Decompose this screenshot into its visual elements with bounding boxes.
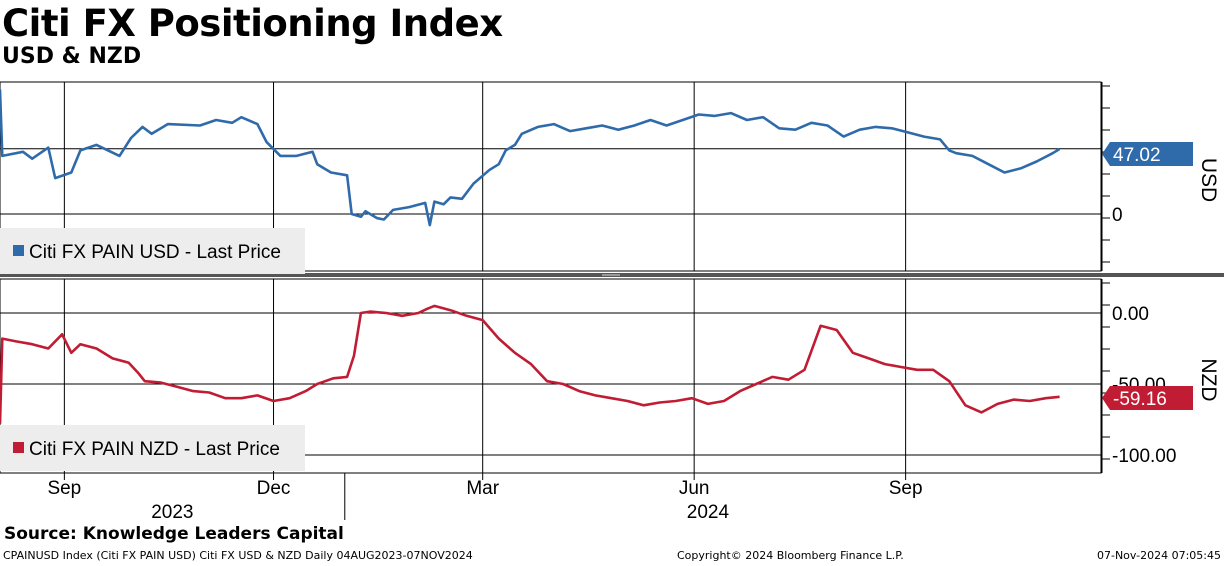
usd-axis-label: USD: [1197, 158, 1220, 202]
nzd-axis-label: NZD: [1197, 358, 1220, 401]
nzd-series-line: [0, 304, 1060, 424]
x-tick-label: Mar: [466, 478, 499, 499]
nzd-legend-label: Citi FX PAIN NZD - Last Price: [29, 439, 280, 460]
usd-last-value-box: [1102, 142, 1193, 166]
source-note: Source: Knowledge Leaders Capital: [4, 524, 344, 544]
panel-splitter-handle: [602, 274, 620, 276]
nzd-legend-box: [0, 425, 305, 471]
footer-timestamp: 07-Nov-2024 07:05:45: [1096, 549, 1221, 562]
usd-legend-swatch: [13, 245, 24, 256]
usd-series-line: [0, 89, 1061, 227]
x-tick-label: Jun: [679, 478, 710, 499]
nzd-last-value-box: [1102, 386, 1193, 410]
nzd-last-value-text: -59.16: [1113, 389, 1167, 410]
chart-subtitle: USD & NZD: [2, 44, 142, 69]
usd-y-tick-label: 0: [1112, 205, 1123, 226]
usd-legend-box: [0, 228, 305, 274]
x-tick-label: Dec: [257, 478, 291, 499]
usd-panel-frame: [0, 81, 1102, 272]
chart-title: Citi FX Positioning Index: [2, 2, 503, 45]
usd-last-value-text: 47.02: [1113, 145, 1161, 166]
x-year-label: 2024: [687, 502, 730, 520]
footer-index-info: CPAINUSD Index (Citi FX PAIN USD) Citi F…: [3, 549, 473, 562]
nzd-legend-swatch: [13, 442, 24, 453]
nzd-y-tick-label: 0.00: [1112, 304, 1149, 325]
footer-copyright: Copyright© 2024 Bloomberg Finance L.P.: [677, 549, 904, 562]
nzd-y-tick-label: -100.00: [1112, 446, 1176, 467]
x-year-label: 2023: [151, 502, 193, 520]
x-tick-label: Sep: [47, 478, 81, 499]
x-tick-label: Sep: [889, 478, 923, 499]
usd-legend-label: Citi FX PAIN USD - Last Price: [29, 242, 281, 263]
